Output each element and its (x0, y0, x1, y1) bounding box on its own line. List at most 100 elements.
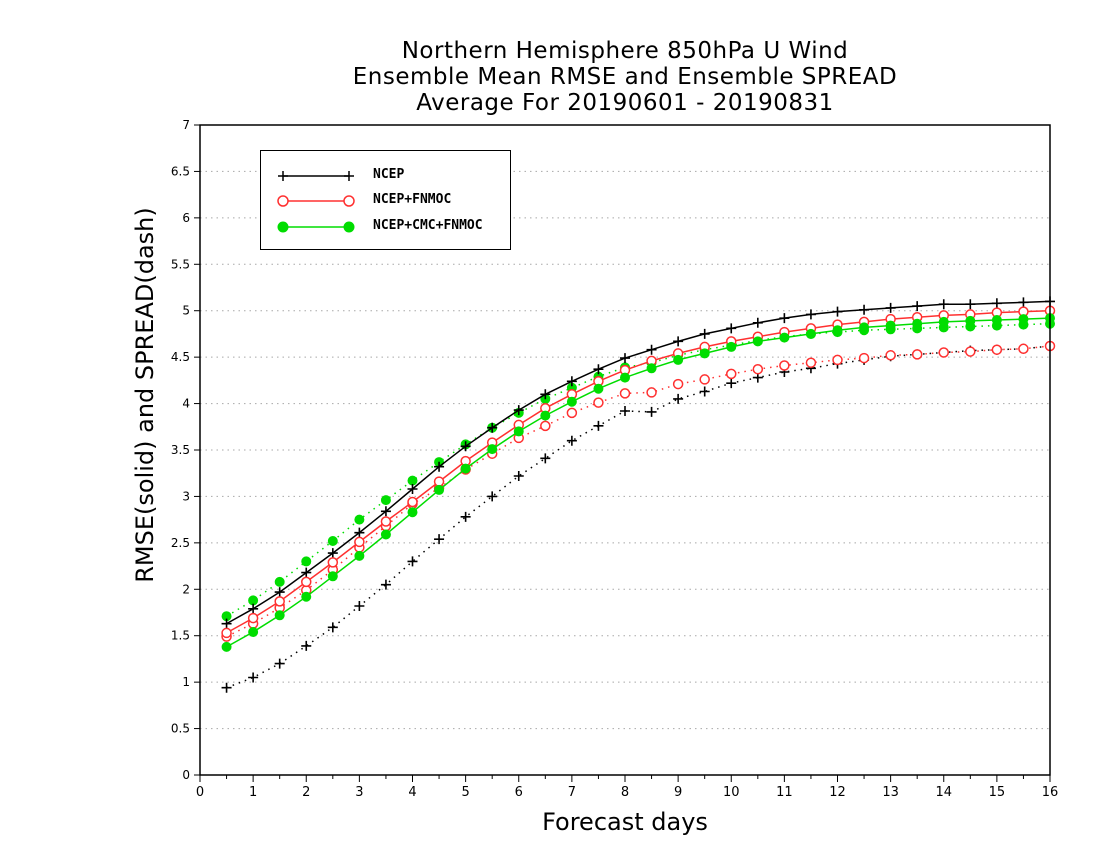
series-rmse-point (965, 315, 976, 326)
x-tick-label: 16 (1042, 785, 1059, 800)
series-spread-point (354, 601, 365, 611)
series-spread-point (566, 407, 578, 419)
series-spread-point (380, 579, 391, 590)
x-axis-title: Forecast days (542, 808, 708, 836)
series-rmse-point (380, 506, 391, 517)
series-spread-point (380, 495, 391, 506)
y-axis-title: RMSE(solid) and SPREAD(dash) (131, 207, 159, 583)
series-rmse-line (226, 300, 1051, 625)
series-rmse-point (513, 405, 524, 416)
series-spread-point (699, 374, 710, 385)
series-rmse-point (354, 536, 365, 548)
series-rmse-point (566, 396, 577, 407)
legend-marker-ncep-cmc-fnmoc (343, 221, 355, 233)
series-rmse-point (380, 516, 392, 527)
y-tick-label: 2.5 (171, 536, 190, 550)
x-tick-label: 1 (249, 785, 257, 800)
series-rmse-point (620, 353, 630, 364)
series-spread-point (327, 622, 338, 633)
y-tick-label: 4.5 (171, 350, 190, 364)
legend-label-ncep: NCEP (373, 167, 405, 182)
series-rmse-point (460, 441, 471, 452)
series-rmse-point (646, 363, 657, 374)
series-rmse-point (620, 372, 630, 383)
series-spread-point (646, 406, 657, 417)
legend-marker-ncep-fnmoc (277, 195, 289, 207)
series-rmse-point (301, 576, 312, 588)
series-spread-point (885, 350, 896, 361)
legend: NCEP NCEP+FNMOC NCEP+CMC+FNMOC (260, 150, 511, 250)
series-rmse-point (885, 320, 896, 331)
series-spread-point (327, 536, 338, 546)
y-tick-label: 6.5 (171, 164, 190, 178)
y-tick-label: 1.5 (171, 629, 190, 643)
series-rmse-point (274, 596, 285, 607)
series-spread-point (407, 475, 418, 486)
series-rmse-point (221, 641, 232, 652)
series-spread-point (566, 435, 577, 446)
series-rmse-point (327, 571, 338, 582)
series-spread-point (726, 368, 737, 380)
y-tick-label: 4 (182, 397, 190, 411)
legend-swatches (277, 171, 355, 233)
series-rmse-point (646, 344, 657, 355)
x-tick-label: 6 (515, 785, 523, 800)
series-rmse-point (301, 567, 312, 578)
series-spread-point (513, 471, 524, 481)
series-rmse-point (327, 557, 339, 568)
chart-title-line-2: Ensemble Mean RMSE and Ensemble SPREAD (352, 64, 898, 90)
series-rmse-point (327, 548, 338, 559)
series-spread-point (301, 556, 312, 567)
series-rmse-point (593, 364, 604, 375)
legend-marker-ncep (278, 171, 354, 181)
series-rmse-point (991, 298, 1002, 309)
series-spread-point (938, 347, 949, 358)
series-rmse-point (726, 341, 737, 352)
series-rmse-point (1018, 297, 1029, 308)
series-rmse-point (726, 323, 737, 334)
grid-lines (200, 170, 1050, 730)
x-tick-label: 3 (355, 785, 363, 800)
series-spread-point (274, 576, 285, 587)
series-spread-point (248, 672, 259, 683)
series-spread-point (646, 387, 657, 398)
series-spread-line (226, 345, 1051, 638)
series-spread-point (619, 388, 631, 399)
series-spread-point (487, 491, 498, 502)
series-spread-point (805, 357, 817, 368)
series-rmse-line (226, 309, 1051, 634)
series-rmse-point (832, 325, 843, 336)
x-tick-label: 11 (776, 785, 793, 800)
series-rmse-point (673, 336, 684, 347)
series-spread-point (274, 658, 285, 669)
series-rmse-point (912, 301, 923, 312)
series-rmse-point (274, 610, 285, 621)
series-rmse-point (938, 299, 949, 310)
series-spread-point (673, 393, 684, 404)
series-spread-point (593, 397, 604, 408)
series-spread-point (301, 640, 312, 651)
series-spread-point (407, 556, 418, 567)
series-spread-point (434, 534, 445, 545)
x-tick-label: 12 (829, 785, 846, 800)
series-rmse-point (380, 529, 391, 540)
series-rmse-point (699, 348, 710, 359)
series-rmse-point (354, 550, 365, 561)
series-spread-point (221, 682, 232, 693)
x-tick-label: 14 (935, 785, 952, 800)
y-tick-label: 3 (182, 489, 190, 503)
legend-label-ncep-fnmoc: NCEP+FNMOC (373, 192, 452, 207)
y-tick-label: 0.5 (171, 722, 190, 736)
series-rmse-point (407, 507, 418, 518)
series-spread-point (991, 344, 1003, 355)
series-rmse-point (301, 591, 312, 602)
series-rmse-point (434, 484, 445, 495)
x-tick-label: 7 (568, 785, 576, 800)
y-tick-label: 6 (182, 211, 190, 225)
series-rmse-point (247, 612, 259, 624)
y-tick-label: 0 (182, 768, 190, 782)
series-rmse-point (991, 315, 1002, 325)
series-spread-line (226, 322, 1051, 617)
legend-marker-ncep-fnmoc (343, 195, 355, 207)
